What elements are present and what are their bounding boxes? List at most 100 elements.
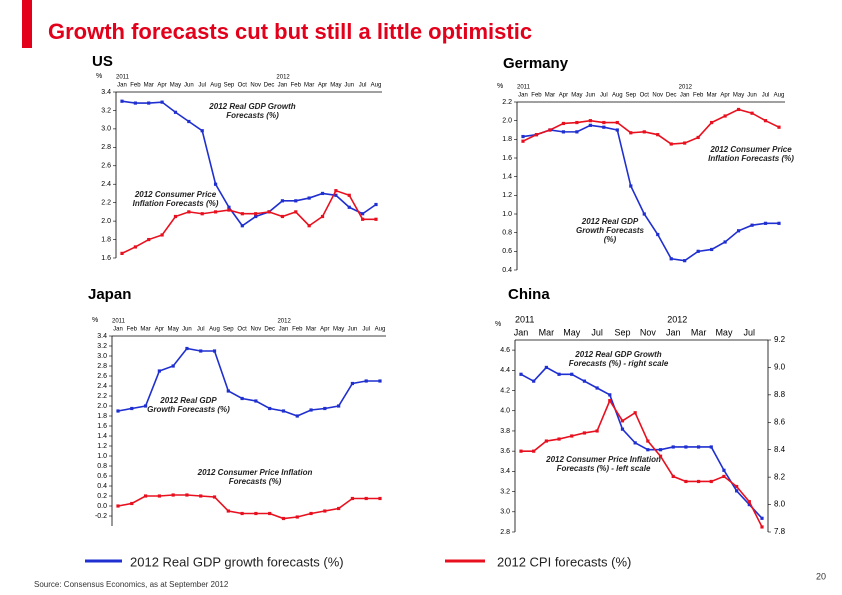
point-marker [307,196,311,200]
point-marker [696,249,700,253]
year-label: 2011 [517,85,531,91]
y-tick-label: 3.2 [500,488,510,495]
x-tick-label: Jan [117,83,127,89]
x-tick-label: Apr [559,93,568,99]
point-marker [281,409,286,413]
point-marker [185,493,189,497]
year-label: 2011 [112,319,126,325]
y-tick-label: 0.8 [97,463,107,470]
point-marker [760,525,764,529]
point-marker [519,449,523,453]
x-tick-label: Mar [539,327,555,337]
x-tick-label: Jul [762,93,770,99]
point-marker [309,511,313,516]
x-tick-label: May [170,83,181,89]
point-marker [323,406,327,411]
point-marker [723,114,727,118]
series-name: 2012 Real GDP Growth Forecasts (%) [147,396,230,415]
point-marker [173,110,178,114]
point-marker [658,448,663,452]
y-tick-label: 1.6 [101,255,111,262]
point-marker [544,365,548,370]
year-label: 2011 [116,75,130,81]
y-tick-label: 1.6 [502,155,512,162]
y-tick-label: 1.2 [97,443,107,450]
point-marker [629,131,633,135]
point-marker [281,516,286,521]
point-marker [532,379,536,383]
point-marker [280,199,285,203]
point-marker [295,515,299,519]
point-marker [557,437,561,441]
series-name: 2012 Consumer Price Inflation Forecasts … [546,455,661,474]
y-tick-label: 1.8 [502,136,512,143]
point-marker [364,496,368,501]
point-marker [642,212,646,216]
y-tick-label: 3.4 [97,333,107,340]
point-marker [696,445,701,449]
point-marker [116,409,120,413]
point-marker [561,121,566,126]
point-marker [710,120,714,125]
series-annotation: 2012 Real GDP Growth Forecasts (%) - rig… [569,350,669,368]
series-line [520,366,763,519]
x-tick-label: Feb [292,327,303,333]
x-tick-label: Apr [155,327,164,333]
point-marker [723,240,727,244]
y2-tick-label: 8.4 [774,445,786,454]
x-tick-label: Mar [545,93,555,99]
point-marker [227,205,231,209]
x-tick-label: Jan [518,93,528,99]
series-annotation: 2012 Real GDP Growth Forecasts (%) [209,102,295,120]
x-tick-label: Jun [344,83,354,89]
x-tick-label: Oct [640,93,650,99]
y2-tick-label: 8.0 [774,500,786,509]
y-tick-label: 1.8 [97,413,107,420]
x-tick-label: Aug [209,327,220,333]
x-tick-label: Mar [144,83,154,89]
point-marker [620,427,625,431]
point-marker [294,199,298,203]
point-marker [240,396,244,401]
point-marker [646,439,650,443]
x-tick-label: Mar [140,327,150,333]
y-tick-label: 3.0 [101,126,111,133]
point-marker [323,509,327,513]
point-marker [226,389,230,393]
x-tick-label: Dec [264,327,275,333]
point-marker [171,493,175,497]
x-tick-label: Feb [291,83,302,89]
point-marker [683,141,687,145]
x-tick-label: Jan [278,83,288,89]
series-line [522,124,779,262]
y-tick-label: 2.2 [101,200,111,207]
x-tick-label: Nov [250,83,261,89]
point-marker [747,502,751,507]
x-tick-label: Jun [747,93,757,99]
legend-label: 2012 Real GDP growth forecasts (%) [130,554,344,569]
point-marker [294,210,298,214]
x-tick-label: Nov [652,93,663,99]
series-name: 2012 Consumer Price Inflation Forecasts … [132,190,219,209]
y-axis-label: % [497,83,503,90]
x-tick-label: Jul [198,83,206,89]
x-tick-label: Aug [210,83,221,89]
point-marker [240,511,244,516]
year-label: 2012 [277,319,291,325]
y-tick-label: -0.2 [95,513,107,520]
y-tick-label: 3.2 [97,343,107,350]
point-marker [633,441,637,445]
point-marker [671,445,675,449]
x-tick-label: May [333,327,344,333]
point-marker [763,119,768,123]
x-tick-label: May [733,93,744,99]
y2-tick-label: 9.0 [774,363,786,372]
point-marker [185,346,189,351]
point-marker [633,411,637,415]
y-tick-label: 3.2 [101,107,111,114]
point-marker [374,202,378,207]
x-tick-label: Nov [640,327,657,337]
x-tick-label: Feb [130,83,141,89]
y-tick-label: 1.0 [97,453,107,460]
point-marker [364,379,368,383]
